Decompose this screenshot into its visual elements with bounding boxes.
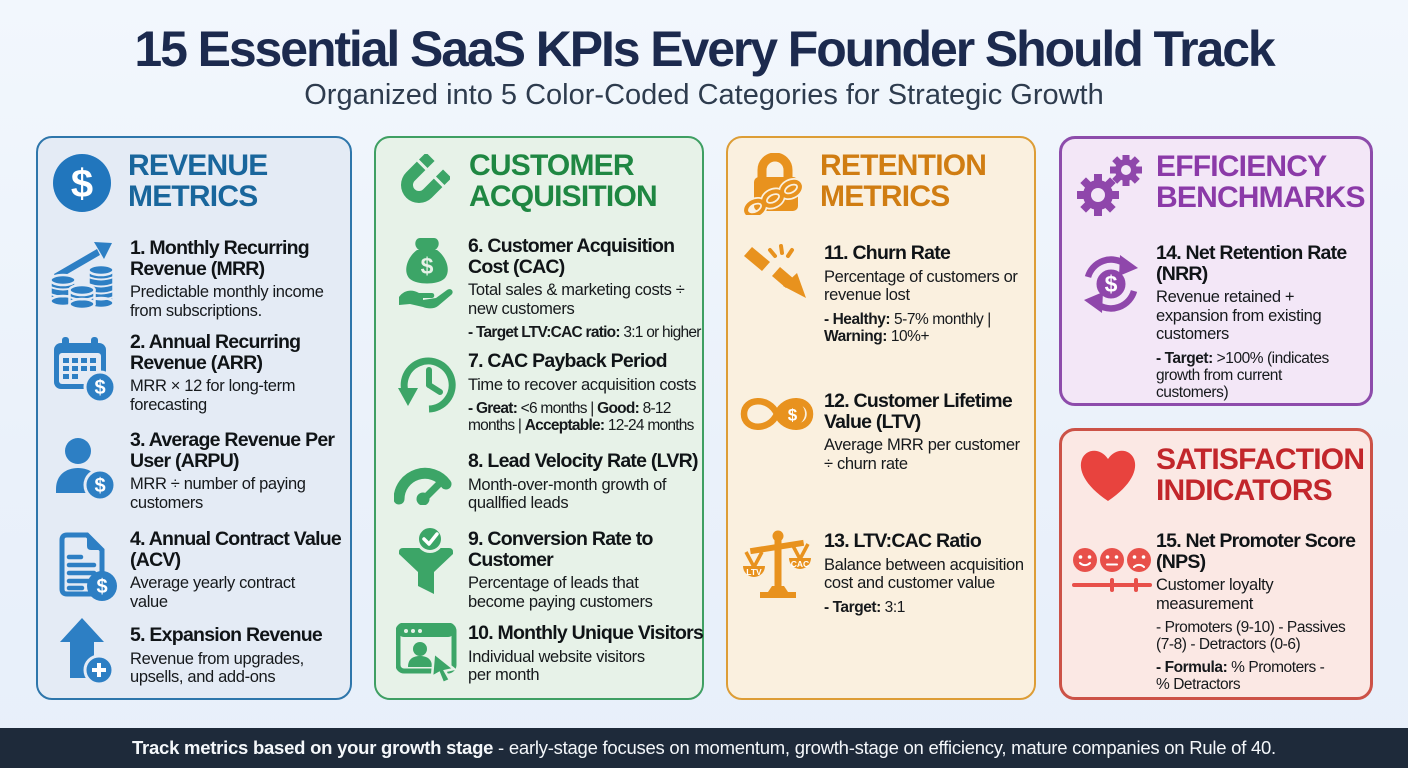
svg-text:$: $	[788, 406, 798, 425]
svg-text:LTV: LTV	[746, 567, 762, 577]
svg-text:$: $	[94, 475, 105, 497]
svg-text:$: $	[1105, 271, 1118, 297]
svg-text:$: $	[94, 377, 105, 399]
svg-text:CAC: CAC	[791, 559, 809, 569]
svg-text:$: $	[421, 253, 434, 279]
svg-text:$: $	[71, 162, 93, 206]
svg-text:$: $	[96, 576, 107, 598]
